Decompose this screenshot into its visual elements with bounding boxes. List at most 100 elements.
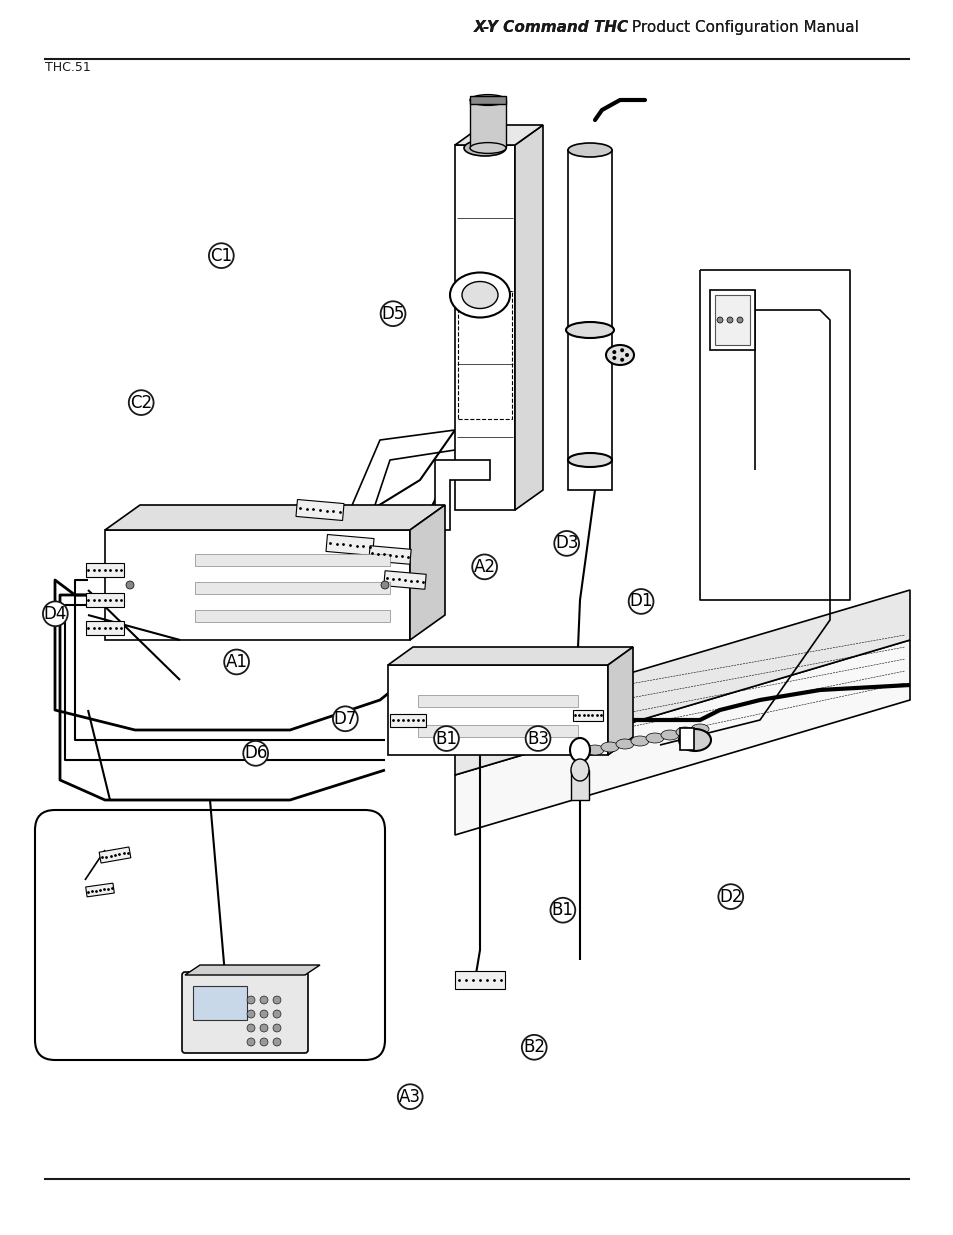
Bar <box>194 555 390 566</box>
Bar <box>470 96 505 104</box>
Text: D2: D2 <box>719 888 741 905</box>
Polygon shape <box>455 125 542 144</box>
Ellipse shape <box>660 730 679 740</box>
Polygon shape <box>515 125 542 510</box>
Bar <box>417 695 578 706</box>
Circle shape <box>129 390 153 415</box>
Polygon shape <box>390 714 425 726</box>
Circle shape <box>43 601 68 626</box>
Polygon shape <box>388 647 633 664</box>
Polygon shape <box>383 571 426 589</box>
Text: D5: D5 <box>381 305 404 322</box>
Ellipse shape <box>569 739 589 762</box>
Circle shape <box>260 1024 268 1032</box>
Text: Product Configuration Manual: Product Configuration Manual <box>626 20 858 35</box>
Ellipse shape <box>676 727 693 737</box>
Circle shape <box>717 317 722 324</box>
Text: B3: B3 <box>526 730 549 747</box>
Polygon shape <box>86 883 114 897</box>
Polygon shape <box>388 664 607 755</box>
Text: A2: A2 <box>473 558 496 576</box>
Ellipse shape <box>470 142 505 153</box>
Circle shape <box>260 995 268 1004</box>
Circle shape <box>247 1037 254 1046</box>
Circle shape <box>525 726 550 751</box>
Bar <box>470 100 505 148</box>
Polygon shape <box>607 647 633 755</box>
Polygon shape <box>105 530 410 640</box>
Circle shape <box>247 995 254 1004</box>
Circle shape <box>619 358 623 362</box>
Bar <box>679 727 693 750</box>
Circle shape <box>126 580 133 589</box>
Ellipse shape <box>690 724 708 734</box>
Ellipse shape <box>605 345 634 366</box>
Polygon shape <box>295 499 344 520</box>
Circle shape <box>612 356 616 359</box>
Text: B1: B1 <box>551 902 574 919</box>
Polygon shape <box>86 621 124 635</box>
Ellipse shape <box>616 739 634 748</box>
Polygon shape <box>455 590 909 776</box>
Ellipse shape <box>470 95 505 105</box>
Circle shape <box>333 706 357 731</box>
Polygon shape <box>435 459 490 530</box>
Circle shape <box>612 350 616 354</box>
Circle shape <box>247 1024 254 1032</box>
Circle shape <box>472 555 497 579</box>
Circle shape <box>726 317 732 324</box>
Ellipse shape <box>450 273 510 317</box>
Circle shape <box>397 1084 422 1109</box>
Circle shape <box>273 1010 281 1018</box>
Text: C2: C2 <box>130 394 152 411</box>
Polygon shape <box>326 535 374 556</box>
Circle shape <box>434 726 458 751</box>
Circle shape <box>380 301 405 326</box>
Ellipse shape <box>645 734 663 743</box>
Circle shape <box>550 898 575 923</box>
Text: B1: B1 <box>435 730 457 747</box>
Circle shape <box>224 650 249 674</box>
Bar <box>194 582 390 594</box>
Bar <box>709 290 754 350</box>
Text: C1: C1 <box>210 247 233 264</box>
Polygon shape <box>572 709 602 720</box>
Circle shape <box>260 1010 268 1018</box>
Ellipse shape <box>600 742 618 752</box>
Circle shape <box>273 995 281 1004</box>
Bar <box>417 725 578 737</box>
Circle shape <box>619 348 623 352</box>
Text: D4: D4 <box>44 605 67 622</box>
Polygon shape <box>86 593 124 606</box>
Circle shape <box>628 589 653 614</box>
Text: THC.51: THC.51 <box>45 62 91 74</box>
Ellipse shape <box>567 453 612 467</box>
Circle shape <box>273 1037 281 1046</box>
Polygon shape <box>410 505 444 640</box>
Ellipse shape <box>679 729 710 751</box>
Ellipse shape <box>461 282 497 309</box>
Bar <box>567 149 612 490</box>
Text: X-Y Command THC: X-Y Command THC <box>474 20 629 35</box>
Polygon shape <box>455 640 909 835</box>
Polygon shape <box>105 505 444 530</box>
Bar <box>194 610 390 622</box>
Circle shape <box>554 531 578 556</box>
Circle shape <box>209 243 233 268</box>
Text: Product Configuration Manual: Product Configuration Manual <box>626 20 858 35</box>
Polygon shape <box>455 971 504 989</box>
Text: D3: D3 <box>555 535 578 552</box>
Circle shape <box>247 1010 254 1018</box>
Ellipse shape <box>463 140 505 156</box>
Text: A1: A1 <box>225 653 248 671</box>
Circle shape <box>521 1035 546 1060</box>
Text: B2: B2 <box>522 1039 545 1056</box>
Polygon shape <box>185 965 319 974</box>
Text: X-Y Command THC: X-Y Command THC <box>474 20 629 35</box>
Text: D7: D7 <box>334 710 356 727</box>
Ellipse shape <box>565 322 614 338</box>
Circle shape <box>624 353 628 357</box>
Polygon shape <box>99 847 131 863</box>
Bar <box>571 769 588 800</box>
Bar <box>457 291 512 419</box>
